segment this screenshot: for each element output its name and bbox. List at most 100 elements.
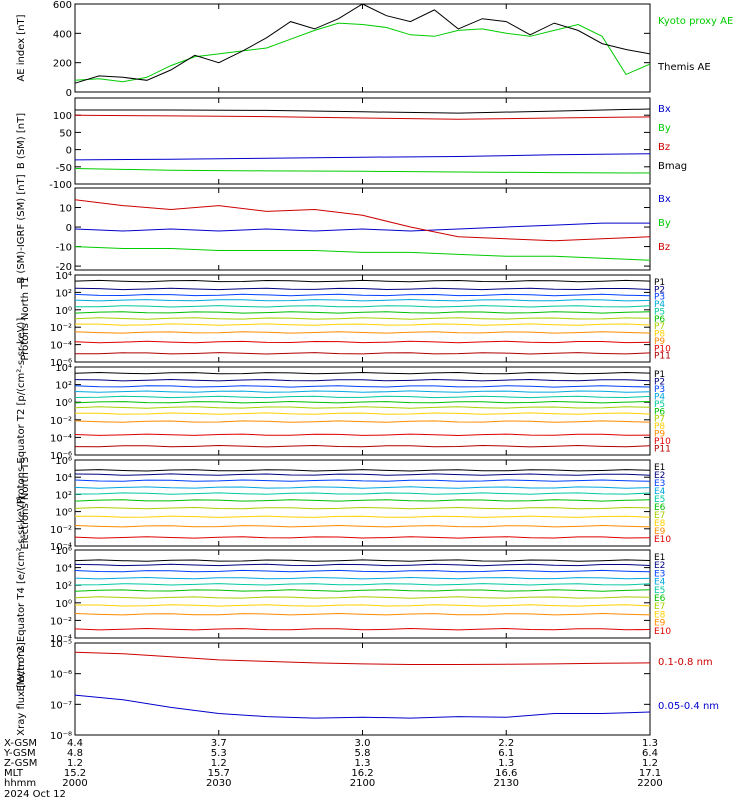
legend-e10: E10 — [654, 535, 671, 545]
channel-line-p7 — [74, 406, 651, 409]
axis-value: 17.1 — [639, 768, 661, 779]
y-tick-label: 600 — [53, 0, 72, 11]
axis-value: 2000 — [62, 778, 87, 789]
channel-line-e1 — [74, 559, 651, 562]
axis-value: 2.2 — [498, 738, 514, 749]
y-tick-label: 10⁻⁶ — [50, 670, 72, 681]
legend-p1: P1 — [654, 370, 665, 380]
legend-p3: P3 — [654, 293, 665, 303]
panel-frame — [74, 459, 651, 547]
y-tick-label: 10 — [59, 204, 72, 215]
panel-2 — [74, 97, 651, 185]
channel-line-e9 — [74, 612, 651, 616]
axis-value: 16.2 — [351, 768, 373, 779]
legend-p1: P1 — [654, 278, 665, 288]
channel-line-p2 — [74, 378, 651, 382]
legend-p8: P8 — [654, 422, 665, 432]
channel-line-e7 — [74, 596, 651, 599]
channel-line-e7 — [74, 506, 651, 510]
channel-line-e3 — [74, 479, 651, 482]
series-line-0-05-0-4-nm — [74, 694, 651, 719]
y-tick-label: 10⁰ — [55, 508, 72, 519]
channel-line-p9 — [74, 331, 651, 334]
legend-e7: E7 — [654, 602, 665, 612]
channel-line-e6 — [74, 589, 651, 592]
panel-frame — [74, 549, 651, 639]
axis-row-label: MLT — [4, 768, 24, 779]
y-axis-label: Xray flux [W/m^2] — [16, 642, 27, 736]
y-tick-label: 0 — [66, 146, 72, 157]
legend-p4: P4 — [654, 300, 665, 310]
y-tick-label: 10² — [55, 288, 72, 299]
y-tick-label: 10⁻⁴ — [50, 433, 72, 444]
legend-p6: P6 — [654, 315, 665, 325]
y-tick-label: 50 — [59, 128, 72, 139]
channel-line-p3 — [74, 293, 651, 297]
legend-p9: P9 — [654, 430, 665, 440]
y-tick-label: 10⁻⁶ — [50, 358, 72, 369]
date-label: 2024 Oct 12 — [4, 789, 66, 800]
channel-line-p5 — [74, 395, 651, 399]
channel-line-p4 — [74, 390, 651, 393]
legend-bz: Bz — [658, 242, 670, 253]
legend-0-1-0-8-nm: 0.1-0.8 nm — [658, 657, 713, 668]
legend-by: By — [658, 123, 671, 134]
legend-p10: P10 — [654, 344, 671, 354]
channel-line-e5 — [74, 583, 651, 586]
legend-p8: P8 — [654, 330, 665, 340]
y-axis-label: Protons North T1 — [20, 276, 31, 360]
legend-kyoto-proxy-ae: Kyoto proxy AE — [658, 16, 733, 27]
series-line-0-1-0-8-nm — [74, 651, 651, 665]
y-tick-label: 10⁻⁵ — [50, 639, 72, 650]
y-axis-label: Electrons Equator T4 [e/(cm²-s-sr-keV)] — [16, 496, 27, 691]
series-line-bz — [74, 199, 651, 242]
legend-e3: E3 — [654, 479, 665, 489]
legend-e5: E5 — [654, 495, 665, 505]
legend-p2: P2 — [654, 285, 665, 295]
axis-value: 2130 — [494, 778, 519, 789]
channel-line-p6 — [74, 311, 651, 314]
axis-value: 1.2 — [211, 758, 227, 769]
axis-value: 1.3 — [355, 758, 371, 769]
series-line-bmag — [75, 108, 651, 114]
channel-line-e3 — [74, 569, 651, 573]
y-tick-label: 10⁻⁴ — [50, 341, 72, 352]
series-line-bx — [74, 153, 651, 161]
y-tick-label: 10⁻⁸ — [50, 731, 72, 742]
axis-value: 6.4 — [642, 748, 658, 759]
series-line-kyoto-proxy-ae — [74, 22, 651, 83]
panel-frame — [74, 3, 651, 93]
y-tick-label: 10⁴ — [55, 271, 72, 282]
channel-line-e6 — [74, 499, 651, 502]
y-tick-label: 10⁶ — [55, 546, 72, 557]
panel-3 — [74, 187, 651, 271]
legend-e4: E4 — [654, 578, 666, 588]
legend-p7: P7 — [654, 415, 665, 425]
axis-value: 15.2 — [64, 768, 86, 779]
series-line-bz — [74, 114, 651, 120]
y-tick-label: 10² — [55, 381, 72, 392]
channel-line-e4 — [74, 576, 651, 580]
axis-row-label: Z-GSM — [4, 758, 37, 769]
channel-line-p10 — [74, 433, 651, 437]
channel-line-p11 — [74, 444, 651, 448]
axis-value: 2100 — [350, 778, 375, 789]
axis-value: 3.0 — [355, 738, 371, 749]
panel-1 — [74, 3, 651, 93]
panel-6 — [74, 459, 651, 547]
legend-bx: Bx — [658, 194, 671, 205]
channel-line-p8 — [75, 412, 651, 415]
legend-e6: E6 — [654, 594, 666, 604]
y-tick-label: -20 — [56, 262, 72, 273]
panel-7 — [74, 549, 651, 639]
y-tick-label: 10⁴ — [55, 564, 72, 575]
legend-e9: E9 — [654, 527, 666, 537]
y-tick-label: 100 — [53, 111, 72, 122]
channel-line-p9 — [74, 420, 651, 423]
legend-p5: P5 — [654, 400, 665, 410]
y-tick-label: 400 — [53, 29, 72, 40]
axis-value: 1.2 — [67, 758, 83, 769]
legend-e6: E6 — [654, 503, 666, 513]
axis-row-label: hhmm — [4, 778, 36, 789]
